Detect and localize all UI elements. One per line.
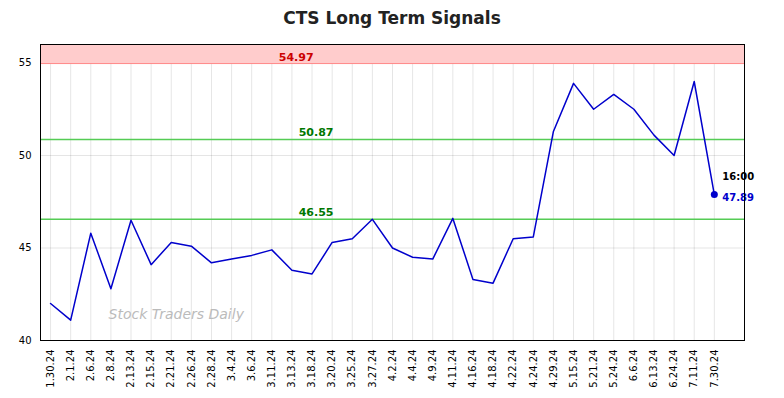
- svg-text:3.27.24: 3.27.24: [367, 350, 378, 388]
- svg-text:3.4.24: 3.4.24: [226, 350, 237, 382]
- svg-text:6.24.24: 6.24.24: [668, 350, 679, 388]
- svg-text:2.1.24: 2.1.24: [65, 350, 76, 382]
- svg-text:46.55: 46.55: [299, 206, 334, 219]
- svg-text:5.15.24: 5.15.24: [568, 350, 579, 388]
- svg-text:7.30.24: 7.30.24: [709, 350, 720, 388]
- svg-text:3.25.24: 3.25.24: [346, 350, 357, 388]
- svg-text:2.8.24: 2.8.24: [105, 350, 116, 382]
- svg-text:6.13.24: 6.13.24: [648, 350, 659, 388]
- svg-text:2.21.24: 2.21.24: [165, 350, 176, 388]
- svg-text:4.24.24: 4.24.24: [528, 350, 539, 388]
- svg-text:55: 55: [19, 57, 32, 68]
- svg-text:2.13.24: 2.13.24: [125, 350, 136, 388]
- svg-text:1.30.24: 1.30.24: [45, 350, 56, 388]
- svg-text:4.4.24: 4.4.24: [407, 350, 418, 382]
- svg-text:4.22.24: 4.22.24: [507, 350, 518, 388]
- svg-text:4.9.24: 4.9.24: [427, 350, 438, 382]
- svg-text:54.97: 54.97: [279, 51, 314, 64]
- svg-text:5.24.24: 5.24.24: [608, 350, 619, 388]
- svg-text:2.15.24: 2.15.24: [145, 350, 156, 388]
- svg-text:Stock Traders Daily: Stock Traders Daily: [109, 306, 245, 322]
- svg-text:50.87: 50.87: [299, 126, 334, 139]
- svg-text:50: 50: [19, 150, 32, 161]
- svg-text:3.13.24: 3.13.24: [286, 350, 297, 388]
- svg-text:45: 45: [19, 242, 32, 253]
- svg-text:6.6.24: 6.6.24: [628, 350, 639, 382]
- svg-text:40: 40: [19, 335, 32, 346]
- html-text:CTS Long Term Signals: CTS Long Term Signals: [283, 8, 501, 28]
- svg-text:3.18.24: 3.18.24: [306, 350, 317, 388]
- svg-text:4.11.24: 4.11.24: [447, 350, 458, 388]
- svg-text:2.26.24: 2.26.24: [186, 350, 197, 388]
- svg-text:4.2.24: 4.2.24: [387, 350, 398, 382]
- svg-text:16:00: 16:00: [722, 171, 754, 182]
- svg-text:4.18.24: 4.18.24: [487, 350, 498, 388]
- svg-text:5.21.24: 5.21.24: [588, 350, 599, 388]
- svg-text:3.11.24: 3.11.24: [266, 350, 277, 388]
- svg-text:3.6.24: 3.6.24: [246, 350, 257, 382]
- svg-text:4.16.24: 4.16.24: [467, 350, 478, 388]
- svg-text:4.29.24: 4.29.24: [548, 350, 559, 388]
- svg-text:2.28.24: 2.28.24: [206, 350, 217, 388]
- svg-text:2.6.24: 2.6.24: [85, 350, 96, 382]
- svg-text:7.11.24: 7.11.24: [688, 350, 699, 388]
- svg-text:3.20.24: 3.20.24: [326, 350, 337, 388]
- svg-text:47.89: 47.89: [722, 192, 754, 203]
